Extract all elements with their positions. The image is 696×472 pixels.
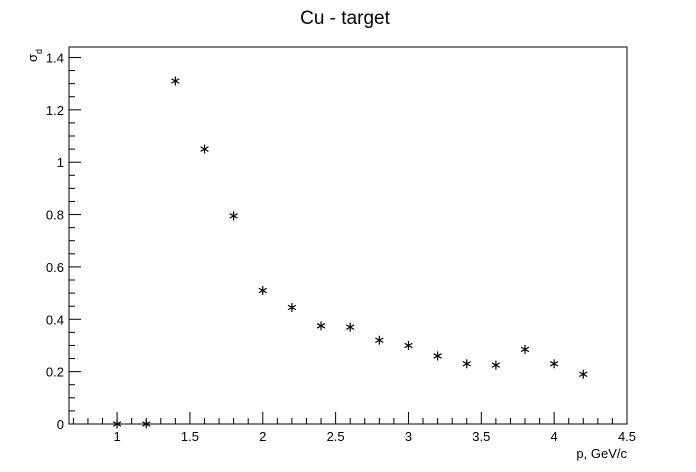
x-tick-label: 1.5 (181, 429, 199, 444)
data-point (491, 360, 501, 370)
data-point (112, 419, 122, 429)
data-point (579, 369, 588, 379)
data-point (229, 211, 238, 221)
data-point (316, 321, 326, 331)
x-tick-label: 2 (259, 429, 266, 444)
data-series (112, 76, 588, 429)
y-tick-label: 0.2 (46, 365, 64, 380)
y-axis-title: σd (25, 49, 44, 62)
chart-title: Cu - target (300, 8, 390, 29)
x-tick-label: 4 (551, 429, 558, 444)
y-tick-label: 0.8 (46, 208, 64, 223)
data-point (404, 340, 413, 350)
y-tick-label: 1.2 (46, 103, 64, 118)
data-point (142, 419, 151, 429)
y-tick-label: 1 (57, 155, 64, 170)
y-tick-label: 0.4 (46, 312, 64, 327)
data-point (258, 285, 267, 295)
x-axis-title: p, GeV/c (576, 446, 627, 461)
x-axis: 1 1.5 2 2.5 3 3.5 4 4.5 (72, 412, 636, 444)
data-point (171, 76, 180, 86)
y-tick-label: 0.6 (46, 260, 64, 275)
data-point (433, 351, 442, 361)
data-point (345, 322, 355, 332)
data-point (375, 335, 384, 345)
data-point (287, 302, 297, 312)
x-tick-label: 2.5 (327, 429, 345, 444)
data-point (520, 344, 530, 354)
data-point (462, 359, 471, 369)
x-tick-label: 3.5 (472, 429, 490, 444)
data-point (200, 144, 209, 154)
plot-frame (68, 46, 628, 425)
y-axis: 0 0.2 0.4 0.6 0.8 1 1.2 1.4 (46, 50, 81, 432)
y-axis-title-main: σ (25, 54, 40, 62)
x-tick-label: 4.5 (618, 429, 636, 444)
y-tick-label: 1.4 (46, 50, 64, 65)
x-tick-label: 3 (405, 429, 412, 444)
y-tick-label: 0 (57, 417, 64, 432)
y-axis-title-subscript: d (34, 49, 44, 54)
x-tick-label: 1 (113, 429, 120, 444)
data-point (549, 359, 559, 369)
